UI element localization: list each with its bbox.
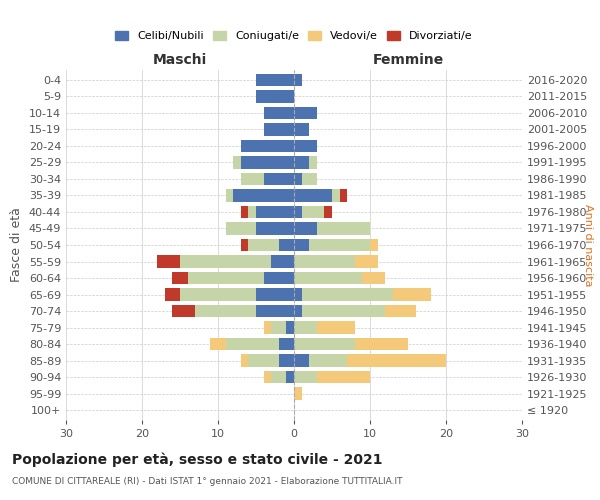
Bar (347, 354, 446, 367)
Bar (256, 206, 294, 218)
Bar (263, 123, 294, 136)
Bar (302, 206, 325, 218)
Bar (294, 239, 309, 251)
Bar (325, 206, 332, 218)
Bar (286, 322, 294, 334)
Bar (271, 256, 294, 268)
Bar (317, 222, 370, 234)
Text: Maschi: Maschi (153, 53, 207, 67)
Bar (263, 272, 294, 284)
Bar (263, 173, 294, 185)
Bar (241, 206, 248, 218)
Bar (294, 222, 317, 234)
Bar (241, 354, 248, 367)
Bar (263, 106, 294, 119)
Bar (317, 371, 370, 384)
Bar (241, 239, 248, 251)
Bar (279, 239, 294, 251)
Bar (355, 256, 377, 268)
Bar (165, 288, 180, 300)
Bar (309, 354, 347, 367)
Text: Popolazione per età, sesso e stato civile - 2021: Popolazione per età, sesso e stato civil… (12, 452, 383, 467)
Bar (332, 190, 340, 202)
Bar (256, 90, 294, 102)
Bar (188, 272, 263, 284)
Bar (180, 256, 271, 268)
Bar (294, 206, 302, 218)
Bar (286, 371, 294, 384)
Bar (195, 305, 256, 317)
Bar (294, 388, 302, 400)
Bar (256, 288, 294, 300)
Bar (172, 272, 188, 284)
Bar (294, 322, 317, 334)
Legend: Celibi/Nubili, Coniugati/e, Vedovi/e, Divorziati/e: Celibi/Nubili, Coniugati/e, Vedovi/e, Di… (111, 26, 477, 46)
Bar (294, 272, 362, 284)
Y-axis label: Fasce di età: Fasce di età (10, 208, 23, 282)
Bar (233, 190, 294, 202)
Bar (393, 288, 431, 300)
Bar (294, 256, 355, 268)
Bar (370, 239, 377, 251)
Bar (294, 305, 302, 317)
Bar (263, 371, 271, 384)
Bar (302, 173, 317, 185)
Bar (256, 222, 294, 234)
Bar (241, 140, 294, 152)
Bar (263, 322, 271, 334)
Bar (294, 338, 355, 350)
Bar (385, 305, 416, 317)
Bar (256, 305, 294, 317)
Bar (226, 338, 279, 350)
Bar (302, 305, 385, 317)
Bar (211, 338, 226, 350)
Bar (309, 156, 317, 168)
Bar (340, 190, 347, 202)
Bar (233, 156, 241, 168)
Bar (294, 288, 302, 300)
Bar (248, 206, 256, 218)
Bar (271, 322, 286, 334)
Bar (294, 156, 309, 168)
Text: Femmine: Femmine (373, 53, 443, 67)
Text: COMUNE DI CITTAREALE (RI) - Dati ISTAT 1° gennaio 2021 - Elaborazione TUTTITALIA: COMUNE DI CITTAREALE (RI) - Dati ISTAT 1… (12, 478, 403, 486)
Bar (294, 190, 332, 202)
Bar (294, 371, 317, 384)
Bar (226, 222, 256, 234)
Bar (294, 173, 302, 185)
Bar (172, 305, 195, 317)
Bar (294, 74, 302, 86)
Bar (279, 354, 294, 367)
Bar (241, 173, 263, 185)
Bar (180, 288, 256, 300)
Bar (157, 256, 180, 268)
Bar (294, 354, 309, 367)
Bar (294, 140, 317, 152)
Bar (256, 74, 294, 86)
Bar (302, 288, 393, 300)
Bar (309, 239, 370, 251)
Bar (317, 322, 355, 334)
Bar (294, 123, 309, 136)
Y-axis label: Anni di nascita: Anni di nascita (583, 204, 593, 286)
Bar (241, 156, 294, 168)
Bar (362, 272, 385, 284)
Bar (355, 338, 408, 350)
Bar (271, 371, 286, 384)
Bar (294, 106, 317, 119)
Bar (226, 190, 233, 202)
Bar (279, 338, 294, 350)
Bar (248, 354, 279, 367)
Bar (248, 239, 279, 251)
